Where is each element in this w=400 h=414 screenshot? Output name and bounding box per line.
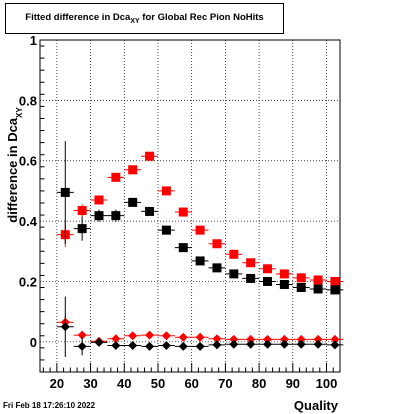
- y-tick-label: 0.4: [19, 214, 38, 229]
- data-point-diamond: [77, 341, 87, 351]
- data-point-square: [145, 206, 155, 216]
- data-point-diamond: [77, 330, 87, 340]
- data-point-diamond: [94, 337, 104, 347]
- plot-frame: [39, 39, 341, 373]
- y-axis-label: difference in DcaXY: [5, 107, 24, 223]
- y-tick-label: 0.6: [19, 154, 37, 169]
- data-point-square: [212, 239, 222, 249]
- chart-title-box: Fitted difference in DcaXY for Global Re…: [5, 3, 284, 34]
- axes: 20 30 40 50 60 70 80 90 100 0 0.2 0.4 0.6 0.8 1: [19, 33, 341, 391]
- data-point-diamond: [145, 330, 155, 340]
- title-tail: for Global Rec Pion NoHits: [139, 12, 264, 23]
- data-point-diamond: [128, 331, 138, 341]
- data-point-diamond: [246, 339, 256, 349]
- data-point-diamond: [128, 340, 138, 350]
- data-point-square: [229, 269, 239, 279]
- data-point-square: [313, 284, 323, 294]
- data-point-diamond: [279, 334, 289, 344]
- data-point-diamond: [195, 332, 205, 342]
- series-1: [56, 141, 344, 295]
- x-tick-label: 30: [83, 376, 97, 391]
- data-point-square: [263, 276, 273, 286]
- y-axis-label-main: difference in Dca: [5, 117, 20, 223]
- title-main: Fitted difference in Dca: [25, 12, 131, 23]
- x-tick-label: 50: [151, 376, 165, 391]
- data-point-diamond: [111, 334, 121, 344]
- x-tick-label: 90: [286, 376, 300, 391]
- y-axis-label-subscript: XY: [15, 107, 24, 118]
- data-point-diamond: [212, 334, 222, 344]
- data-point-square: [229, 249, 239, 259]
- data-point-square: [195, 225, 205, 235]
- data-point-diamond: [313, 334, 323, 344]
- data-point-square: [94, 195, 104, 205]
- data-point-square: [161, 225, 171, 235]
- data-point-square: [296, 282, 306, 292]
- data-point-square: [128, 165, 138, 175]
- data-point-square: [178, 207, 188, 217]
- grid-lines: [40, 39, 340, 372]
- data-point-diamond: [229, 339, 239, 349]
- data-point-square: [212, 263, 222, 273]
- data-point-diamond: [178, 332, 188, 342]
- data-point-square: [279, 279, 289, 289]
- data-point-diamond: [330, 340, 340, 350]
- x-axis-label: Quality: [294, 398, 339, 413]
- data-point-square: [330, 285, 340, 295]
- data-point-diamond: [246, 334, 256, 344]
- data-point-diamond: [296, 334, 306, 344]
- data-point-diamond: [330, 334, 340, 344]
- chart-title: Fitted difference in DcaXY for Global Re…: [6, 12, 283, 25]
- data-point-square: [111, 211, 121, 221]
- data-point-diamond: [145, 341, 155, 351]
- y-tick-label: 0.2: [19, 274, 37, 289]
- data-point-square: [178, 243, 188, 253]
- x-tick-label: 40: [117, 376, 131, 391]
- data-point-diamond: [313, 339, 323, 349]
- data-point-diamond: [195, 341, 205, 351]
- timestamp: Fri Feb 18 17:26:10 2022: [3, 401, 96, 410]
- data-point-diamond: [111, 340, 121, 350]
- data-point-square: [263, 264, 273, 274]
- title-subscript: XY: [130, 18, 140, 25]
- data-point-diamond: [161, 340, 171, 350]
- data-point-square: [145, 151, 155, 161]
- data-point-square: [128, 197, 138, 207]
- series-3: [56, 296, 344, 357]
- data-point-square: [77, 224, 87, 234]
- data-point-square: [94, 211, 104, 221]
- data-point-diamond: [212, 340, 222, 350]
- x-tick-label: 100: [316, 376, 338, 391]
- data-point-square: [279, 269, 289, 279]
- y-tick-label: 0: [30, 335, 37, 350]
- y-tick-label: 0.8: [19, 93, 37, 108]
- data-point-square: [77, 206, 87, 216]
- data-point-square: [330, 276, 340, 286]
- x-tick-label: 80: [252, 376, 266, 391]
- x-tick-label: 60: [184, 376, 198, 391]
- y-tick-label: 1: [30, 33, 37, 48]
- data-point-diamond: [263, 334, 273, 344]
- data-point-square: [296, 273, 306, 283]
- data-point-square: [161, 186, 171, 196]
- data-point-square: [313, 275, 323, 285]
- data-point-square: [195, 256, 205, 266]
- data-point-diamond: [178, 341, 188, 351]
- x-tick-label: 70: [218, 376, 232, 391]
- x-tick-label: 20: [50, 376, 64, 391]
- data-point-diamond: [229, 334, 239, 344]
- data-point-diamond: [296, 339, 306, 349]
- data-point-square: [246, 258, 256, 268]
- data-point-square: [111, 172, 121, 182]
- data-point-diamond: [60, 322, 70, 332]
- data-point-square: [246, 273, 256, 283]
- series-2: [56, 316, 344, 346]
- data-point-diamond: [161, 331, 171, 341]
- data-marks: [56, 141, 344, 357]
- data-point-diamond: [263, 339, 273, 349]
- data-point-diamond: [279, 339, 289, 349]
- data-point-square: [60, 187, 70, 197]
